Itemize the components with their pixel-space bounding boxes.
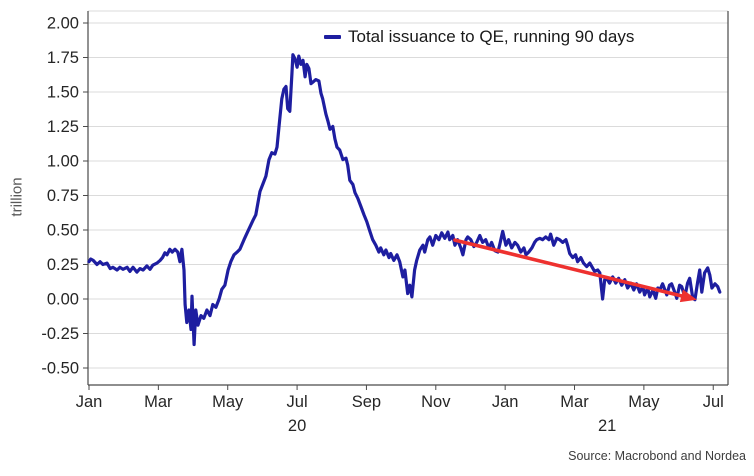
y-tick-label: -0.50 (41, 360, 79, 378)
y-tick-label: 2.00 (47, 15, 79, 33)
x-tick-label: Jul (287, 393, 308, 411)
y-tick-label: 1.75 (47, 49, 79, 67)
x-tick-label: May (628, 393, 660, 411)
x-tick-label: May (212, 393, 244, 411)
legend-line-marker (324, 35, 341, 39)
source-credit: Source: Macrobond and Nordea (568, 449, 746, 463)
trend-arrow-head (679, 289, 697, 303)
trend-arrow-shaft (453, 238, 687, 299)
data-series-line (87, 53, 722, 347)
year-label: 20 (288, 417, 306, 435)
y-tick-label: -0.25 (41, 325, 79, 343)
x-tick-label: Sep (352, 393, 381, 411)
y-tick-label: 0.50 (47, 222, 79, 240)
chart-legend: Total issuance to QE, running 90 days (320, 26, 639, 48)
y-tick-label: 1.50 (47, 84, 79, 102)
x-tick-label: Mar (144, 393, 173, 411)
y-tick-label: 1.00 (47, 153, 79, 171)
y-tick-label: 0.75 (47, 187, 79, 205)
y-tick-label: 0.00 (47, 291, 79, 309)
x-tick-label: Jul (703, 393, 724, 411)
legend-label: Total issuance to QE, running 90 days (348, 27, 635, 46)
y-tick-label: 0.25 (47, 256, 79, 274)
x-tick-label: Jan (76, 393, 103, 411)
x-tick-label: Nov (421, 393, 451, 411)
x-tick-label: Jan (492, 393, 519, 411)
y-axis-title: trillion (8, 177, 26, 217)
year-label: 21 (598, 417, 616, 435)
y-tick-label: 1.25 (47, 118, 79, 136)
x-tick-label: Mar (560, 393, 589, 411)
